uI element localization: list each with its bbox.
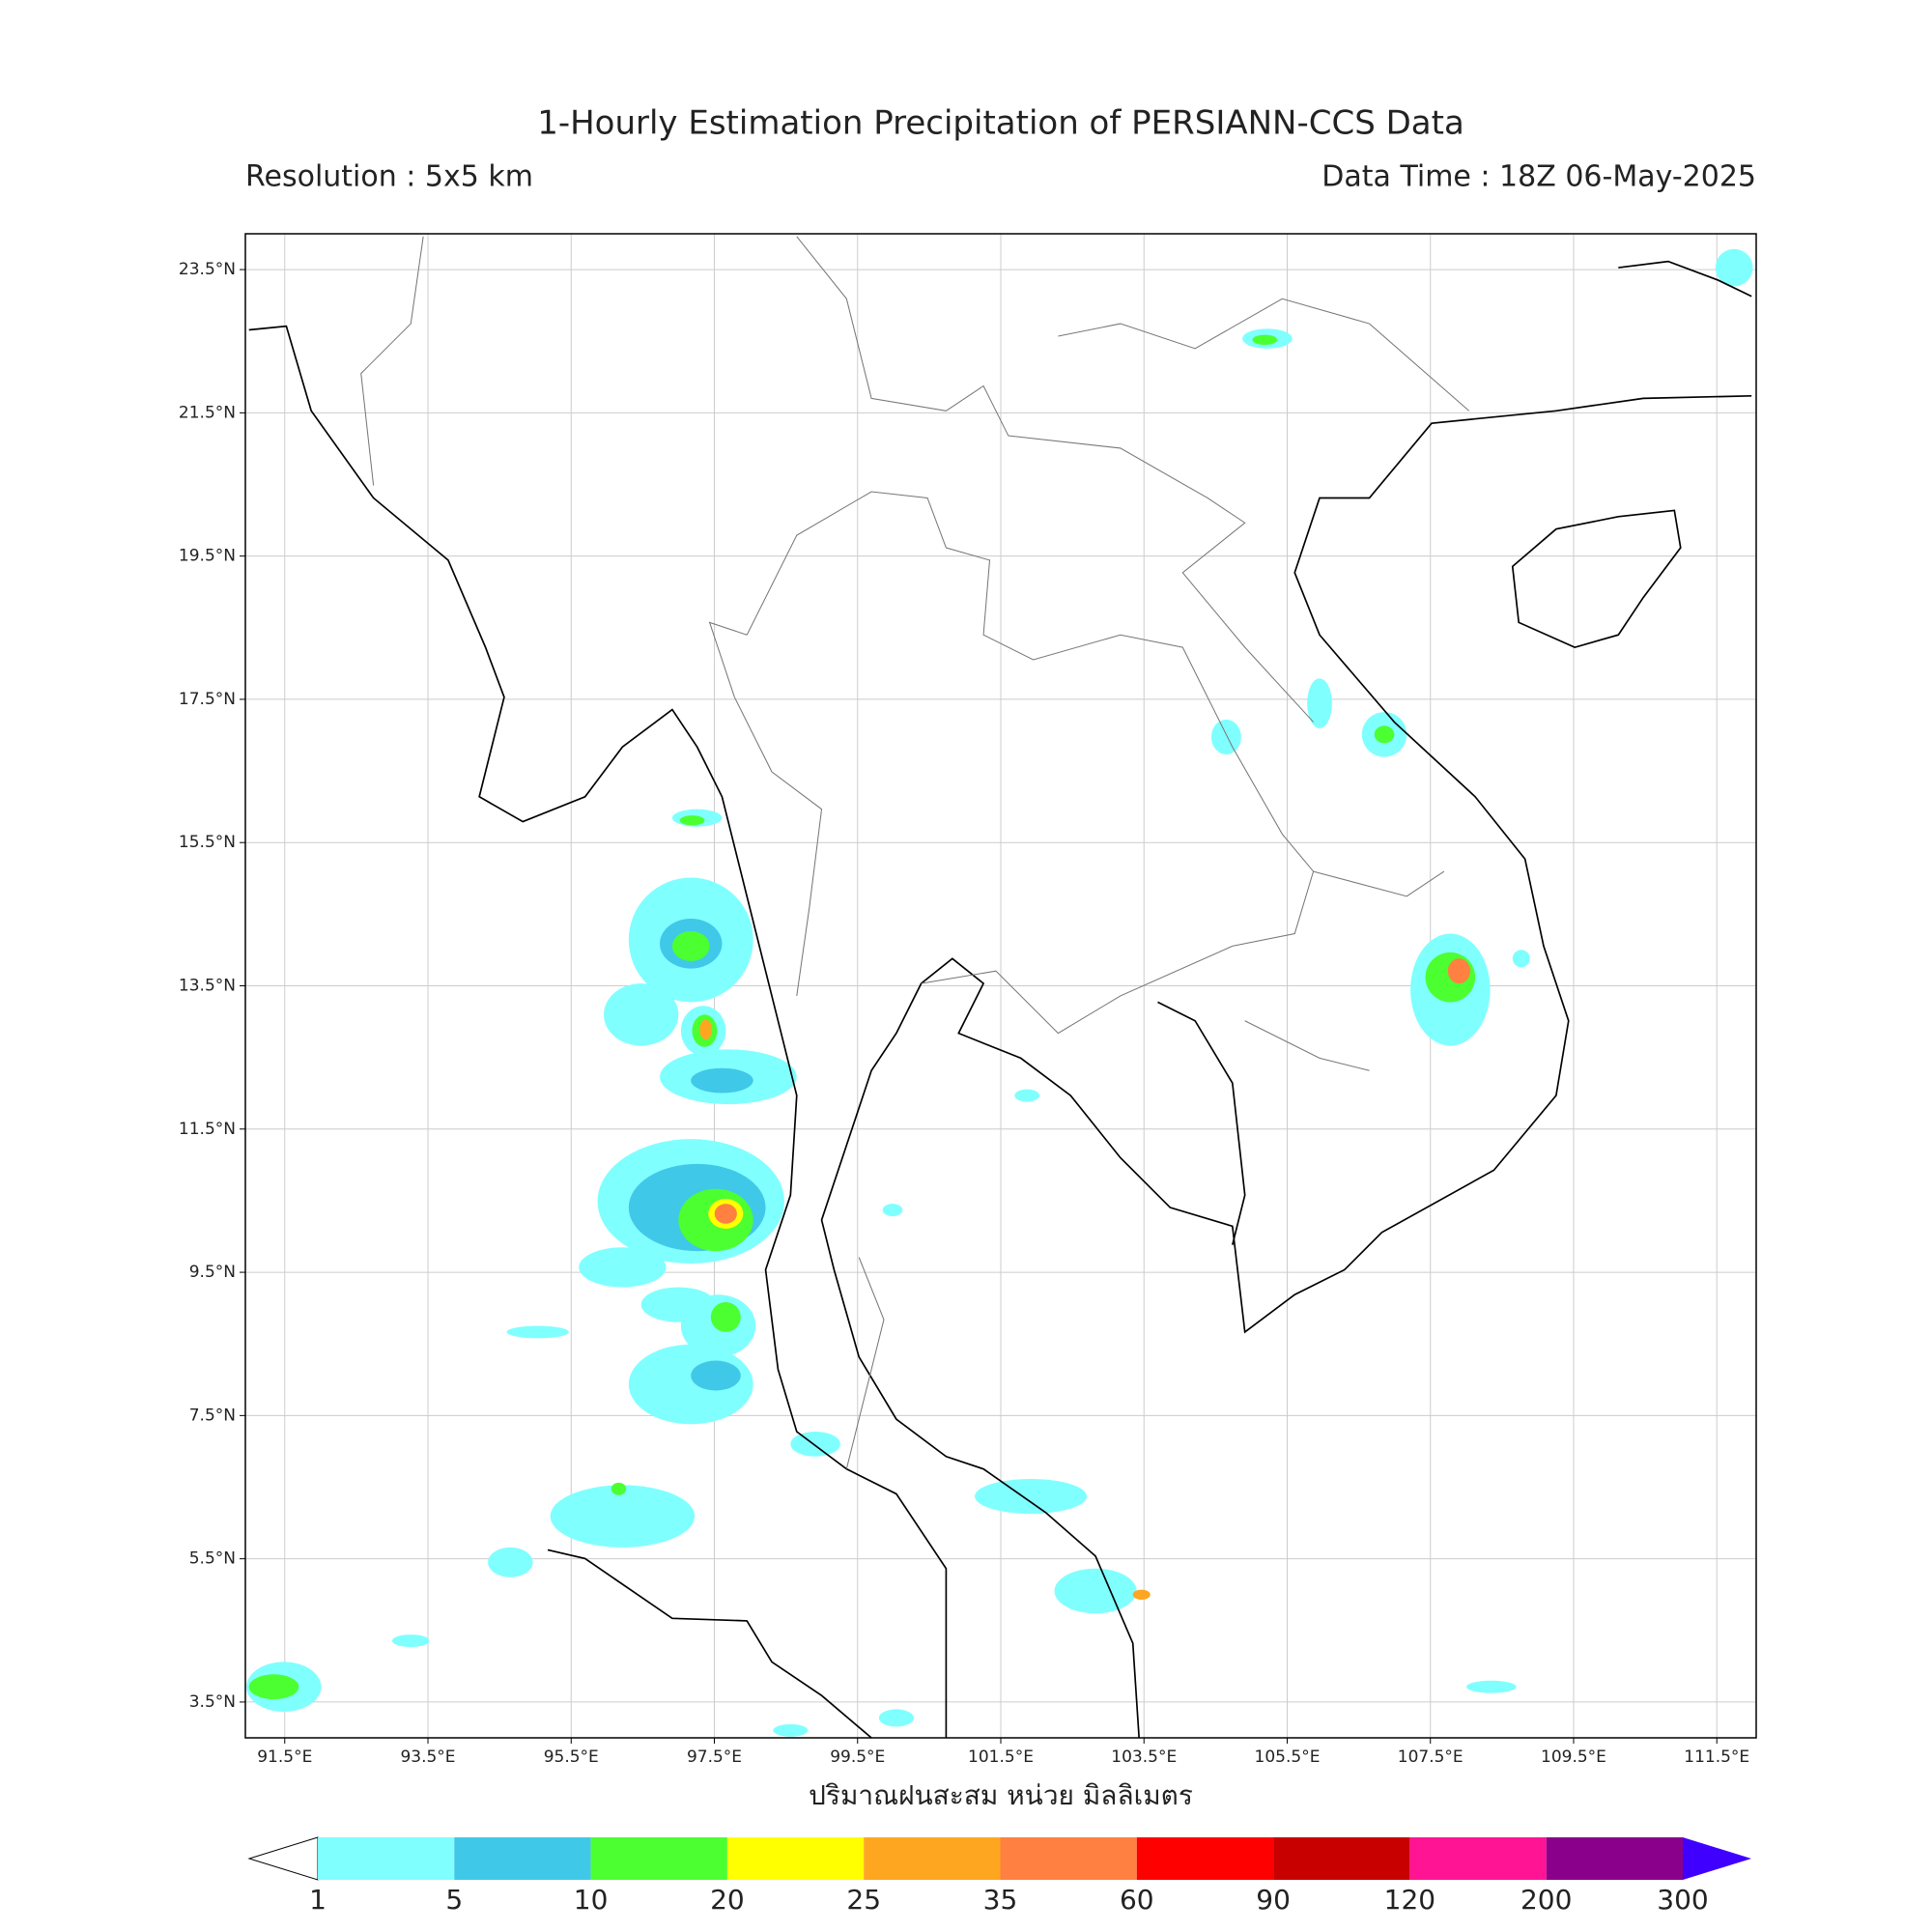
precip-area — [975, 1478, 1088, 1515]
precip-area — [604, 983, 679, 1046]
colorbar-label: 200 — [1520, 1884, 1572, 1916]
precip-area — [710, 1301, 741, 1332]
coastline — [820, 394, 1752, 1739]
lat-tick-label: 5.5°N — [189, 1549, 236, 1569]
precip-area — [691, 1067, 753, 1094]
precip-area — [488, 1547, 533, 1577]
colorbar-label: 5 — [445, 1884, 463, 1916]
colorbar-over — [1683, 1837, 1751, 1880]
precip-area — [579, 1247, 667, 1288]
precip-area — [1466, 1680, 1517, 1693]
lon-tick-label: 97.5°E — [687, 1747, 742, 1767]
map-layer — [246, 236, 1753, 1739]
precip-area — [714, 1204, 737, 1224]
colorbar-under — [247, 1836, 319, 1881]
lat-tick-label: 17.5°N — [179, 690, 236, 709]
lat-tick-label: 21.5°N — [179, 403, 236, 422]
colorbar-label: 60 — [1120, 1884, 1154, 1916]
coastline — [1157, 1001, 1246, 1245]
colorbar-box — [1136, 1837, 1274, 1880]
colorbar: 1 5 10 20 25 35 60 90 120 200 300 — [247, 1836, 1751, 1916]
colorbar-box — [1000, 1837, 1137, 1880]
precip-area — [691, 1360, 741, 1391]
border — [1058, 298, 1470, 1071]
colorbar-label: 35 — [983, 1884, 1018, 1916]
lon-tick-label: 107.5°E — [1398, 1747, 1463, 1767]
precip-area — [1715, 248, 1753, 287]
lat-tick-label: 7.5°N — [189, 1406, 236, 1425]
colorbar-label: 25 — [846, 1884, 881, 1916]
lon-tick-label: 93.5°E — [400, 1747, 455, 1767]
colorbar-label: 300 — [1657, 1884, 1708, 1916]
axis-label: ปริมาณฝนสะสม หน่วย มิลลิเมตร — [809, 1779, 1193, 1811]
precip — [246, 248, 1753, 1737]
precip-area — [611, 1482, 627, 1495]
colorbar-box — [454, 1837, 591, 1880]
border — [845, 1257, 885, 1469]
colorbar-box — [864, 1837, 1001, 1880]
precip-area — [1014, 1089, 1040, 1102]
coastline — [1511, 509, 1682, 649]
precip-area — [790, 1432, 840, 1457]
lon-tick-label: 99.5°E — [830, 1747, 885, 1767]
coastline — [547, 1548, 872, 1739]
colorbar-box — [318, 1837, 455, 1880]
colorbar-label: 120 — [1384, 1884, 1435, 1916]
lon-tick-label: 111.5°E — [1684, 1747, 1749, 1767]
colorbar-box — [726, 1837, 865, 1880]
lat-tick-label: 9.5°N — [189, 1263, 236, 1282]
colorbar-label: 10 — [574, 1884, 609, 1916]
title: 1-Hourly Estimation Precipitation of PER… — [537, 104, 1464, 143]
lat-tick-label: 13.5°N — [179, 977, 236, 996]
precip-area — [550, 1485, 696, 1548]
lon-tick-label: 105.5°E — [1255, 1747, 1321, 1767]
colorbar-box — [1546, 1837, 1683, 1880]
lat-tick-label: 3.5°N — [189, 1692, 236, 1712]
precip-area — [1210, 719, 1241, 754]
precip-area — [878, 1709, 914, 1727]
colorbar-label: 20 — [710, 1884, 745, 1916]
precip-area — [679, 815, 705, 826]
border — [360, 236, 1314, 723]
border — [708, 621, 823, 997]
lon-tick-label: 91.5°E — [257, 1747, 312, 1767]
data-time: Data Time : 18Z 06-May-2025 — [1321, 160, 1756, 194]
lon-tick-label: 95.5°E — [544, 1747, 599, 1767]
precip-area — [391, 1634, 430, 1647]
precip-area — [671, 930, 710, 961]
precip-area — [1374, 725, 1395, 744]
coastline — [1618, 260, 1752, 298]
precip-area — [1512, 950, 1530, 968]
precip-area — [1447, 958, 1470, 984]
lon-tick-label: 103.5°E — [1111, 1747, 1177, 1767]
lat-tick-label: 15.5°N — [179, 833, 236, 852]
precip-area — [1307, 678, 1332, 728]
grid — [245, 234, 1756, 1738]
lat-tick-label: 19.5°N — [179, 547, 236, 566]
colorbar-box — [1409, 1837, 1547, 1880]
precip-area — [1132, 1589, 1151, 1600]
precip-area — [1252, 334, 1278, 345]
colorbar-label: 90 — [1256, 1884, 1291, 1916]
lon-tick-label: 109.5°E — [1541, 1747, 1606, 1767]
border — [746, 491, 1315, 1035]
lat-tick-label: 23.5°N — [179, 260, 236, 279]
lat-tick-label: 11.5°N — [179, 1120, 236, 1139]
precip-area — [506, 1325, 569, 1339]
coastline — [248, 325, 948, 1739]
resolution: Resolution : 5x5 km — [245, 160, 533, 194]
lon-tick-label: 101.5°E — [968, 1747, 1034, 1767]
precip-area — [773, 1723, 809, 1737]
colorbar-label: 1 — [309, 1884, 327, 1916]
colorbar-box — [1273, 1837, 1410, 1880]
precip-area — [1054, 1568, 1137, 1614]
precip-area — [882, 1204, 903, 1217]
precip-area — [699, 1019, 713, 1040]
colorbar-box — [590, 1837, 727, 1880]
precip-area — [248, 1674, 299, 1700]
